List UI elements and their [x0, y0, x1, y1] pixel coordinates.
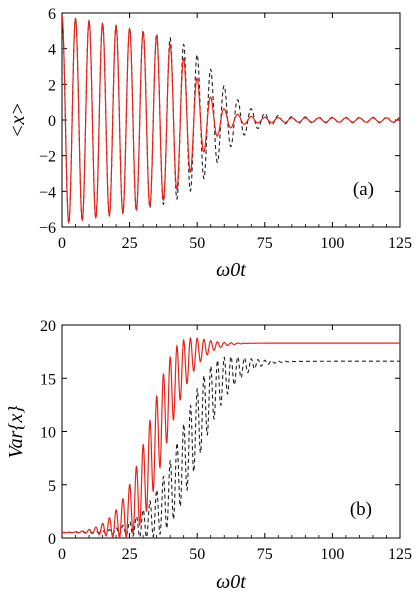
- x-tick-label: 100: [320, 235, 344, 252]
- y-tick-label: 4: [48, 42, 56, 59]
- y-tick-label: −2: [39, 149, 56, 166]
- x-tick-label: 50: [189, 546, 205, 563]
- solid-series-line-a: [62, 16, 400, 225]
- x-ticks-a: 0 25 50 75 100 125: [58, 13, 412, 252]
- solid-series-line-b: [62, 336, 400, 538]
- y-tick-label: 5: [48, 478, 56, 495]
- y-tick-label: 0: [48, 531, 56, 548]
- y-tick-label: 6: [48, 6, 56, 23]
- y-axis-label-b: Var{x}: [5, 406, 27, 459]
- y-axis-label-a: <x>: [7, 102, 29, 138]
- y-tick-label: 15: [40, 371, 56, 388]
- x-ticks-b: 0 25 50 75 100 125: [58, 325, 412, 563]
- x-tick-label: 25: [122, 546, 138, 563]
- dashed-series-line-b: [62, 355, 400, 538]
- x-tick-label: 125: [388, 235, 412, 252]
- x-tick-label: 125: [388, 546, 412, 563]
- series-a: [62, 15, 400, 225]
- panel-label-b: (b): [350, 499, 372, 520]
- y-tick-label: −6: [39, 220, 56, 237]
- x-tick-label: 50: [189, 235, 205, 252]
- x-tick-label: 100: [320, 546, 344, 563]
- y-ticks-b: 0 5 10 15 20: [40, 318, 400, 548]
- y-tick-label: 2: [48, 77, 56, 94]
- x-tick-label: 75: [257, 235, 273, 252]
- x-tick-label: 25: [122, 235, 138, 252]
- x-tick-label: 75: [257, 546, 273, 563]
- x-axis-label-b: ω0t: [216, 571, 246, 593]
- panel-a: 0 25 50 75 100 125 −6 −4 −2 0 2 4 6 (a) ω0t <x>: [7, 6, 412, 281]
- y-tick-label: 0: [48, 113, 56, 130]
- y-tick-label: 10: [40, 425, 56, 442]
- y-ticks-a: −6 −4 −2 0 2 4 6: [39, 6, 400, 237]
- x-tick-label: 0: [58, 235, 66, 252]
- x-axis-label-a: ω0t: [216, 259, 246, 281]
- series-b: [62, 336, 400, 538]
- panel-label-a: (a): [353, 179, 374, 200]
- y-tick-label: 20: [40, 318, 56, 335]
- y-tick-label: −4: [39, 184, 56, 201]
- x-tick-label: 0: [58, 546, 66, 563]
- panel-b: 0 25 50 75 100 125 0 5 10 15 20 (b) ω0t Var{x}: [5, 318, 412, 593]
